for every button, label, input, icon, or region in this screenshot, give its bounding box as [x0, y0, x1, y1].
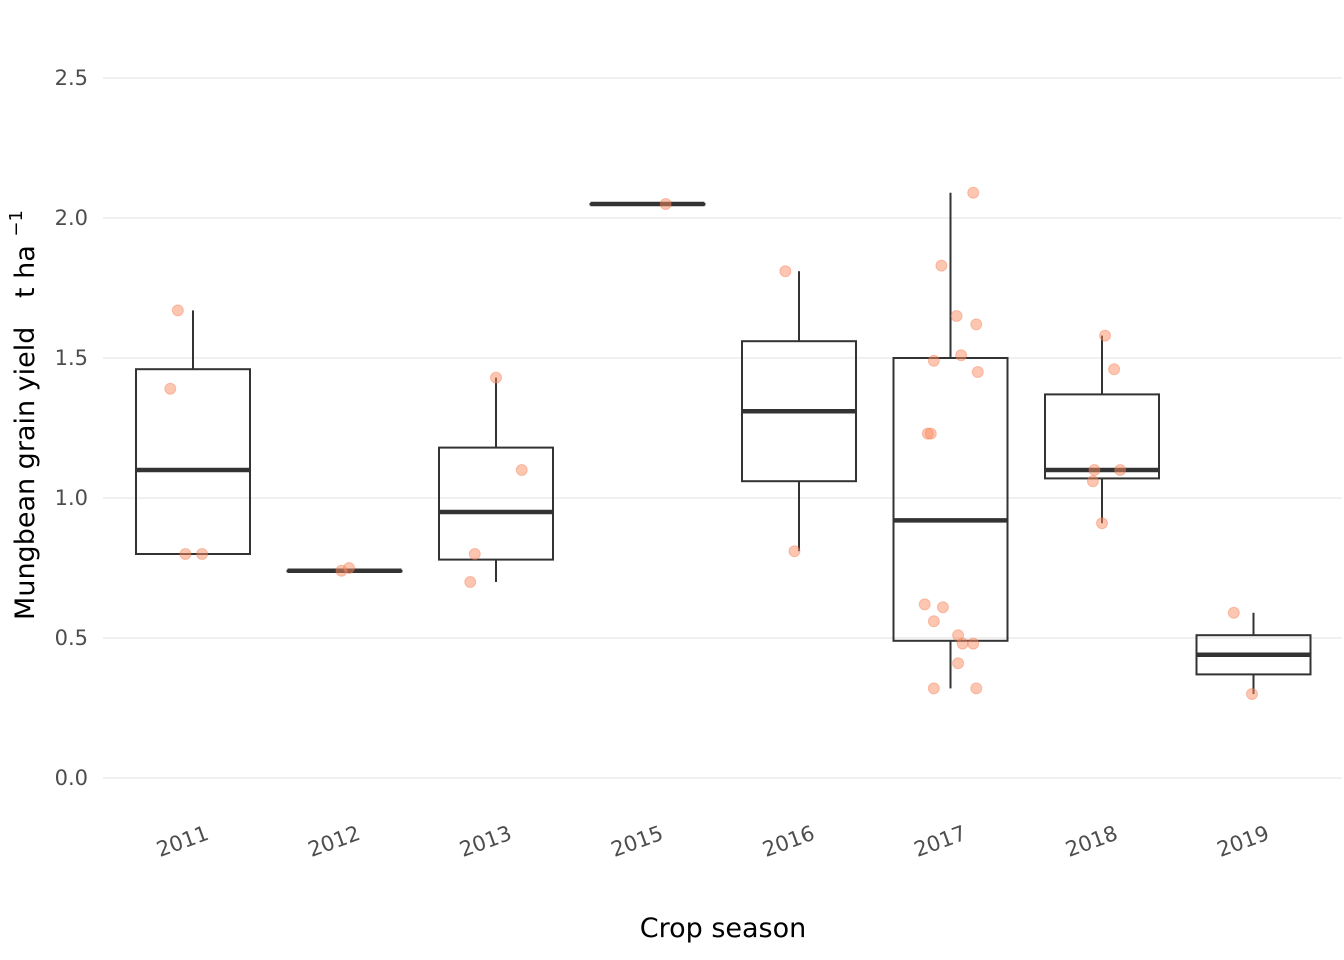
y-axis-title-main: Mungbean grain yield [10, 327, 41, 620]
data-point [779, 265, 792, 278]
data-point [927, 615, 940, 628]
data-point [1086, 475, 1099, 488]
data-point [967, 637, 980, 650]
data-point [927, 682, 940, 695]
data-point [1245, 688, 1258, 700]
y-tick-label: 0.5 [55, 626, 88, 650]
data-point [971, 366, 984, 378]
data-point [1088, 464, 1101, 476]
data-point [1114, 464, 1127, 476]
data-point [955, 349, 968, 362]
box-2018 [1044, 335, 1160, 524]
x-tick-label: 2012 [305, 821, 363, 862]
data-point [950, 310, 963, 322]
data-point [659, 198, 672, 210]
y-axis-title-unit-exponent: −1 [6, 210, 27, 237]
data-point [936, 601, 949, 614]
y-axis-title-unit: t ha [10, 245, 41, 298]
y-axis-title: Mungbean grain yield t ha −1 [6, 210, 41, 620]
data-point [171, 304, 184, 317]
data-point [924, 427, 937, 440]
data-point [918, 598, 931, 611]
x-tick-label: 2018 [1062, 821, 1120, 862]
data-point [179, 548, 192, 560]
box-2015 [589, 201, 706, 207]
x-tick-label: 2017 [911, 821, 969, 862]
x-tick-label: 2016 [759, 821, 817, 862]
data-point [927, 354, 940, 367]
data-points [164, 186, 1258, 700]
boxes [135, 192, 1312, 694]
box-2011 [135, 310, 251, 556]
data-point [164, 382, 177, 395]
x-axis-ticks: 2011 2012 2013 2015 2016 2017 2018 2019 [153, 821, 1272, 862]
data-point [788, 545, 801, 558]
data-point [468, 548, 481, 560]
box-iqr [438, 446, 554, 561]
box-iqr [1044, 393, 1160, 480]
y-tick-label: 0.0 [55, 766, 88, 790]
y-tick-label: 1.0 [55, 486, 88, 510]
data-point [952, 657, 965, 670]
y-tick-label: 1.5 [55, 346, 88, 370]
x-tick-label: 2013 [456, 821, 514, 862]
data-point [1108, 363, 1121, 376]
box-iqr [892, 357, 1009, 642]
x-tick-label: 2011 [153, 821, 211, 862]
data-point [1227, 606, 1240, 619]
data-point [515, 464, 528, 476]
data-point [1099, 329, 1112, 342]
x-tick-label: 2019 [1214, 821, 1272, 862]
data-point [935, 259, 948, 272]
data-point [490, 371, 502, 384]
data-point [970, 682, 983, 695]
box-2016 [741, 271, 857, 552]
y-tick-label: 2.0 [55, 206, 88, 230]
data-point [967, 186, 980, 199]
x-tick-label: 2015 [608, 821, 666, 862]
data-point [970, 318, 983, 331]
data-point [464, 576, 477, 588]
y-axis-ticks: 0.0 0.5 1.0 1.5 2.0 2.5 [55, 66, 88, 790]
y-tick-label: 2.5 [55, 66, 88, 90]
data-point [343, 562, 356, 574]
box-2013 [438, 377, 554, 582]
box-2019 [1195, 612, 1312, 694]
data-point [1096, 517, 1108, 530]
data-point [196, 548, 209, 560]
x-axis-title: Crop season [640, 913, 807, 944]
data-point [956, 637, 969, 650]
gridlines [103, 77, 1342, 779]
box-iqr [135, 368, 251, 556]
box-2017 [892, 192, 1009, 689]
